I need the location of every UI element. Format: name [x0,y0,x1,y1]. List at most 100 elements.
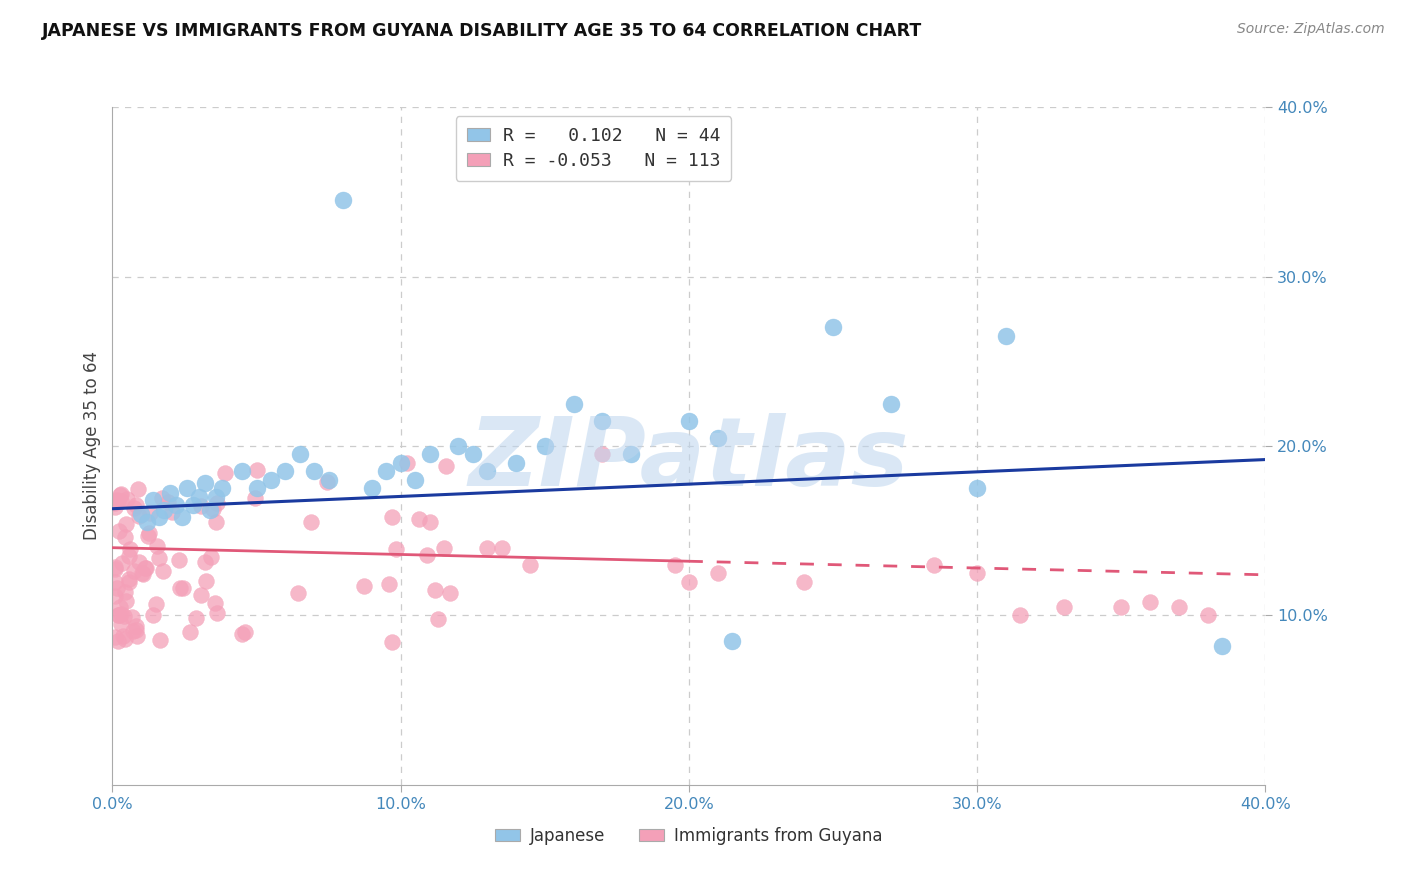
Point [104,562,127,576]
Point [966,566,988,581]
Point [316,475,339,489]
Point [104,630,127,644]
Point [447,439,470,453]
Point [118,549,141,563]
Point [620,447,643,462]
Point [1010,608,1032,623]
Point [353,579,375,593]
Point [426,612,449,626]
Point [148,551,170,566]
Point [360,482,382,496]
Point [108,488,131,502]
Point [475,541,499,555]
Point [148,510,170,524]
Point [145,597,167,611]
Point [519,558,541,572]
Point [287,586,309,600]
Point [299,516,322,530]
Point [172,581,194,595]
Point [176,482,198,496]
Point [122,501,145,516]
Point [190,499,212,513]
Point [108,600,131,615]
Point [188,490,211,504]
Point [111,556,134,570]
Point [107,633,129,648]
Point [195,574,218,589]
Point [793,574,815,589]
Point [136,515,159,529]
Point [966,482,988,496]
Point [194,476,217,491]
Y-axis label: Disability Age 35 to 64: Disability Age 35 to 64 [83,351,101,541]
Point [104,589,127,603]
Point [304,464,326,478]
Point [115,491,138,506]
Point [425,583,447,598]
Point [104,574,127,589]
Point [1111,599,1133,614]
Point [105,493,128,508]
Point [105,581,128,595]
Point [153,503,176,517]
Point [1053,599,1076,614]
Point [491,541,513,555]
Point [122,624,145,638]
Point [115,516,138,531]
Point [107,608,129,623]
Point [419,515,441,529]
Point [664,558,686,572]
Point [110,607,132,621]
Point [121,609,143,624]
Point [205,496,228,510]
Point [131,566,153,580]
Point [404,473,426,487]
Text: Source: ZipAtlas.com: Source: ZipAtlas.com [1237,22,1385,37]
Point [707,566,730,581]
Point [416,548,439,562]
Point [288,447,311,462]
Point [156,494,179,508]
Point [184,611,207,625]
Point [150,491,173,505]
Point [107,608,129,623]
Point [104,500,127,514]
Point [332,194,354,208]
Point [475,464,499,478]
Point [160,505,183,519]
Point [125,624,148,638]
Point [125,630,148,644]
Point [152,565,174,579]
Point [127,482,149,496]
Point [995,328,1018,343]
Point [721,633,744,648]
Point [396,457,419,471]
Point [104,559,127,574]
Point [922,558,945,572]
Point [562,396,585,410]
Point [1211,639,1233,653]
Point [461,447,484,462]
Point [110,487,132,501]
Point [136,529,159,543]
Point [707,430,730,444]
Point [385,541,408,556]
Point [124,565,146,579]
Point [169,582,191,596]
Point [110,494,132,508]
Point [181,498,204,512]
Point [419,447,441,462]
Point [439,586,461,600]
Point [125,619,148,633]
Point [118,572,141,586]
Point [592,447,614,462]
Point [274,464,297,478]
Point [118,574,141,589]
Point [118,542,141,557]
Point [131,566,153,581]
Point [381,510,404,524]
Point [1197,608,1219,623]
Point [139,506,162,520]
Point [378,577,401,591]
Point [231,464,253,478]
